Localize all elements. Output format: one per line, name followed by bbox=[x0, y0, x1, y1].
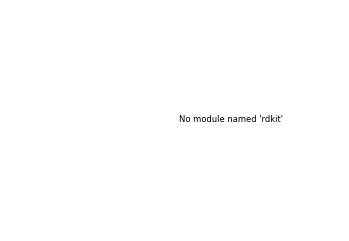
Text: No module named 'rdkit': No module named 'rdkit' bbox=[179, 115, 283, 124]
